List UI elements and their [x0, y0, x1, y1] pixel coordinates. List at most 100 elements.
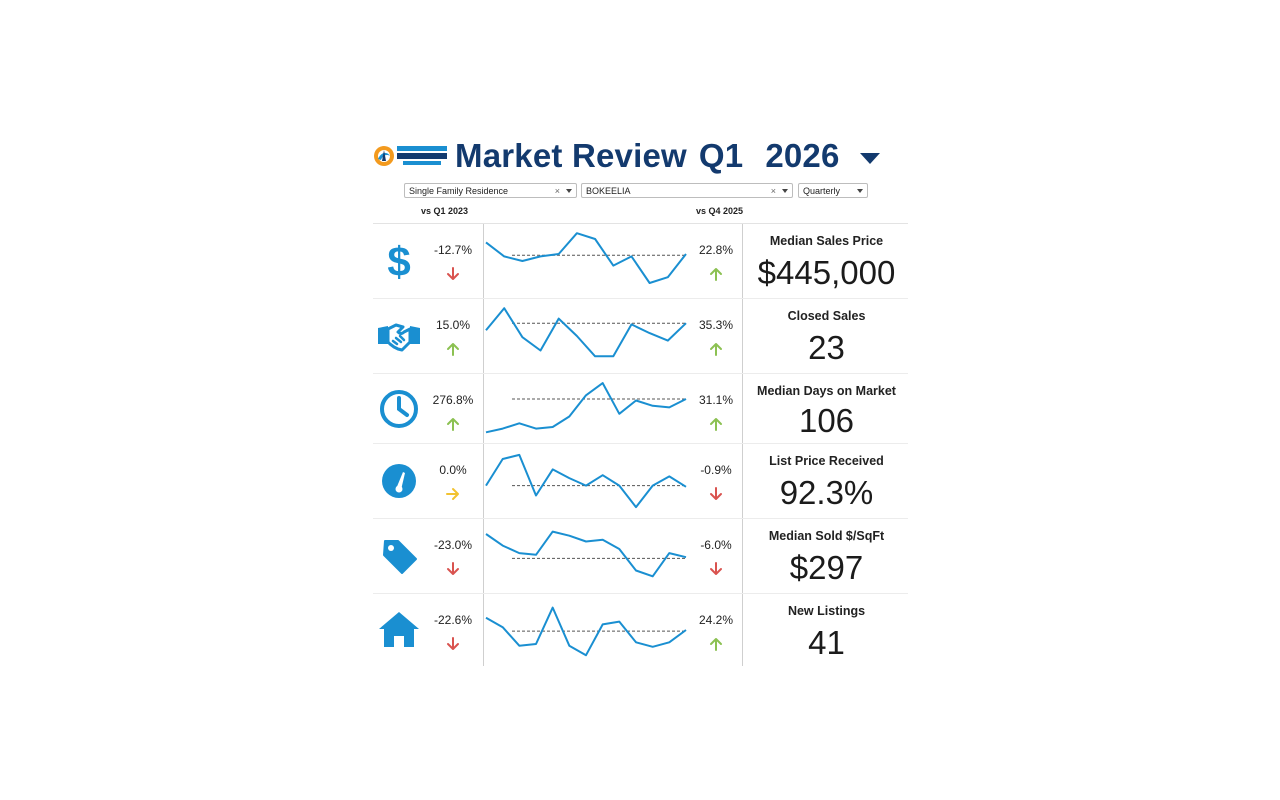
sparkline-svg — [485, 530, 687, 578]
arrow-down-icon — [710, 487, 722, 500]
sparkline-svg — [485, 382, 687, 434]
metrics-list: $ -12.7% 22.8% Median Sales Price $445,000 15… — [373, 224, 908, 666]
property-type-value: Single Family Residence — [409, 186, 509, 196]
gauge-icon — [376, 458, 422, 504]
sparkline-series — [485, 530, 687, 578]
florida-gulf-coast-mls-logo — [374, 146, 447, 166]
arrow-down-icon — [447, 267, 459, 280]
yoy-trend-indicator — [445, 561, 461, 577]
qoq-change: -0.9% — [700, 463, 732, 477]
sparkline-series — [485, 606, 687, 657]
trend-sparkline — [483, 374, 743, 443]
arrow-up-icon — [710, 638, 722, 651]
sparkline-svg — [485, 307, 687, 358]
metric-label: List Price Received — [769, 454, 884, 468]
yoy-change: 15.0% — [435, 318, 471, 332]
metric-value: 92.3% — [779, 474, 874, 511]
divider — [373, 223, 908, 224]
metric-label: Median Sales Price — [769, 234, 884, 248]
tag-icon — [376, 533, 422, 579]
yoy-trend-indicator — [445, 266, 461, 282]
metric-row-list-price-received: 0.0% -0.9% List Price Received 92.3% — [373, 444, 908, 519]
arrow-down-icon — [710, 562, 722, 575]
yoy-comparison-label: vs Q1 2023 — [421, 206, 469, 216]
qoq-change: 35.3% — [698, 318, 734, 332]
sparkline-svg — [485, 453, 687, 509]
yoy-trend-indicator — [445, 486, 461, 502]
trend-sparkline — [483, 519, 743, 593]
qoq-trend-indicator — [708, 561, 724, 577]
metric-row-closed-sales: 15.0% 35.3% Closed Sales 23 — [373, 299, 908, 374]
metric-label: Median Days on Market — [757, 384, 896, 398]
trend-sparkline — [483, 224, 743, 298]
svg-text:$: $ — [387, 238, 410, 284]
yoy-change: -12.7% — [433, 243, 473, 257]
qoq-trend-indicator — [708, 341, 724, 357]
area-value: BOKEELIA — [586, 186, 631, 196]
period-select[interactable]: Quarterly — [798, 183, 868, 198]
market-review-dashboard: Market Review Q1 2026 Single Family Resi… — [373, 130, 908, 666]
qoq-trend-indicator — [708, 486, 724, 502]
trend-sparkline — [483, 594, 743, 666]
metric-value: 41 — [808, 624, 845, 661]
house-icon — [376, 607, 422, 653]
qoq-trend-indicator — [708, 636, 724, 652]
arrow-up-icon — [710, 418, 722, 431]
metric-label: Median Sold $/SqFt — [768, 529, 885, 543]
sparkline-svg — [485, 232, 687, 284]
metric-row-median-sales-price: $ -12.7% 22.8% Median Sales Price $445,000 — [373, 224, 908, 299]
metric-value: 23 — [808, 329, 845, 366]
handshake-icon — [376, 313, 422, 359]
arrow-down-icon — [447, 637, 459, 650]
arrow-up-icon — [447, 418, 459, 431]
yoy-trend-indicator — [445, 416, 461, 432]
metric-row-new-listings: -22.6% 24.2% New Listings 41 — [373, 594, 908, 666]
yoy-trend-indicator — [445, 341, 461, 357]
metric-value: 106 — [798, 402, 855, 439]
property-type-select[interactable]: Single Family Residence × — [404, 183, 577, 198]
year-text: 2026 — [765, 137, 840, 174]
arrow-right-icon — [446, 488, 459, 500]
qoq-change: 22.8% — [698, 243, 734, 257]
metric-label: Closed Sales — [787, 309, 866, 323]
sparkline-series — [485, 307, 687, 358]
chevron-down-icon[interactable] — [782, 189, 788, 193]
yoy-change: -23.0% — [433, 538, 473, 552]
metric-value: $297 — [789, 549, 864, 586]
dollar-icon: $ — [376, 238, 422, 285]
sparkline-series — [485, 453, 687, 509]
chevron-down-icon[interactable] — [566, 189, 572, 193]
qoq-change: -6.0% — [700, 538, 732, 552]
quarter-text: Q1 — [698, 137, 744, 174]
qoq-change: 24.2% — [698, 613, 734, 627]
trend-sparkline — [483, 299, 743, 373]
qoq-trend-indicator — [708, 416, 724, 432]
yoy-trend-indicator — [445, 636, 461, 652]
arrow-up-icon — [710, 268, 722, 281]
chevron-down-icon[interactable] — [857, 189, 863, 193]
qoq-trend-indicator — [708, 266, 724, 282]
sparkline-series — [485, 382, 687, 434]
metric-value: $445,000 — [757, 254, 896, 291]
arrow-up-icon — [447, 343, 459, 356]
metric-label: New Listings — [787, 604, 866, 618]
yoy-change: 276.8% — [432, 393, 474, 407]
clear-property-type-icon[interactable]: × — [554, 186, 560, 196]
trend-sparkline — [483, 444, 743, 518]
sparkline-series — [485, 232, 687, 284]
period-dropdown-icon[interactable] — [859, 152, 880, 164]
yoy-change: -22.6% — [433, 613, 473, 627]
clock-icon — [376, 386, 422, 432]
period-value: Quarterly — [803, 186, 841, 196]
yoy-change: 0.0% — [439, 463, 467, 477]
header: Market Review Q1 2026 — [373, 130, 908, 182]
qoq-change: 31.1% — [698, 393, 734, 407]
sparkline-svg — [485, 606, 687, 657]
area-select[interactable]: BOKEELIA × — [581, 183, 793, 198]
clear-area-icon[interactable]: × — [770, 186, 776, 196]
arrow-up-icon — [710, 343, 722, 356]
qoq-comparison-label: vs Q4 2025 — [696, 206, 744, 216]
page-title: Market Review Q1 2026 — [455, 134, 880, 178]
arrow-down-icon — [447, 562, 459, 575]
metric-row-median-sold-per-sqft: -23.0% -6.0% Median Sold $/SqFt $297 — [373, 519, 908, 594]
